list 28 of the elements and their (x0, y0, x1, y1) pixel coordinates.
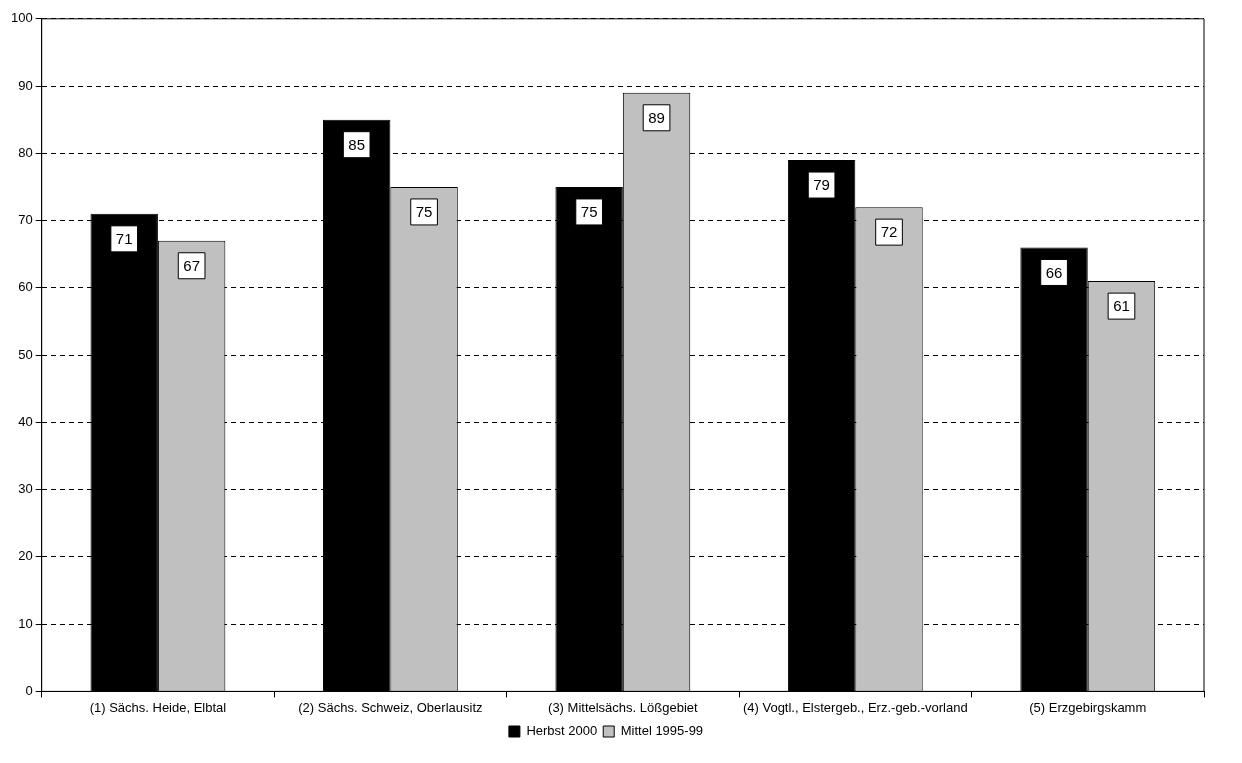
x-tick-label: (2) Sächs. Schweiz, Oberlausitz (298, 699, 483, 715)
y-tick-label: 80 (18, 144, 33, 160)
data-label: 61 (1113, 297, 1130, 315)
data-label: 75 (415, 203, 433, 221)
data-label: 66 (1045, 263, 1063, 281)
y-tick-label: 70 (18, 212, 33, 228)
y-tick-label: 60 (18, 279, 33, 295)
x-tick-label: (3) Mittelsächs. Lößgebiet (548, 699, 699, 715)
data-label: 75 (580, 203, 598, 221)
y-tick-label: 50 (18, 346, 33, 362)
data-label: 85 (348, 135, 366, 153)
data-label: 89 (648, 108, 665, 126)
x-tick-label: (5) Erzgebirgskamm (1029, 699, 1147, 715)
y-tick-label: 30 (18, 481, 33, 497)
y-tick-label: 40 (18, 413, 33, 429)
data-label: 79 (813, 176, 830, 194)
legend-label: Herbst 2000 (526, 723, 598, 739)
y-tick-label: 90 (18, 77, 33, 93)
y-tick-label: 100 (10, 10, 33, 26)
legend-label: Mittel 1995-99 (620, 723, 704, 739)
x-tick-label: (1) Sächs. Heide, Elbtal (89, 699, 227, 715)
y-tick-label: 0 (25, 682, 33, 698)
data-label: 72 (880, 223, 898, 241)
data-label: 67 (183, 256, 200, 274)
data-label: 71 (115, 229, 133, 247)
x-tick-label: (4) Vogtl., Elstergeb., Erz.-geb.-vorland (742, 699, 968, 715)
y-tick-label: 10 (18, 615, 33, 631)
y-tick-label: 20 (18, 548, 33, 564)
